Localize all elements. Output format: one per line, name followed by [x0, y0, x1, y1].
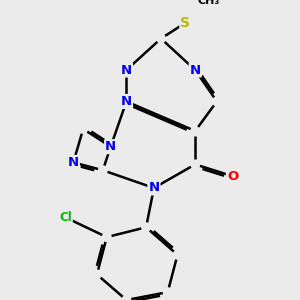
Text: N: N — [190, 64, 201, 76]
Text: N: N — [121, 95, 132, 108]
Text: Cl: Cl — [59, 211, 72, 224]
Text: N: N — [68, 156, 79, 169]
Text: S: S — [180, 16, 190, 30]
Text: N: N — [105, 140, 116, 153]
Text: N: N — [121, 64, 132, 76]
Text: CH₃: CH₃ — [198, 0, 220, 6]
Text: N: N — [148, 182, 160, 194]
Text: O: O — [227, 170, 238, 183]
